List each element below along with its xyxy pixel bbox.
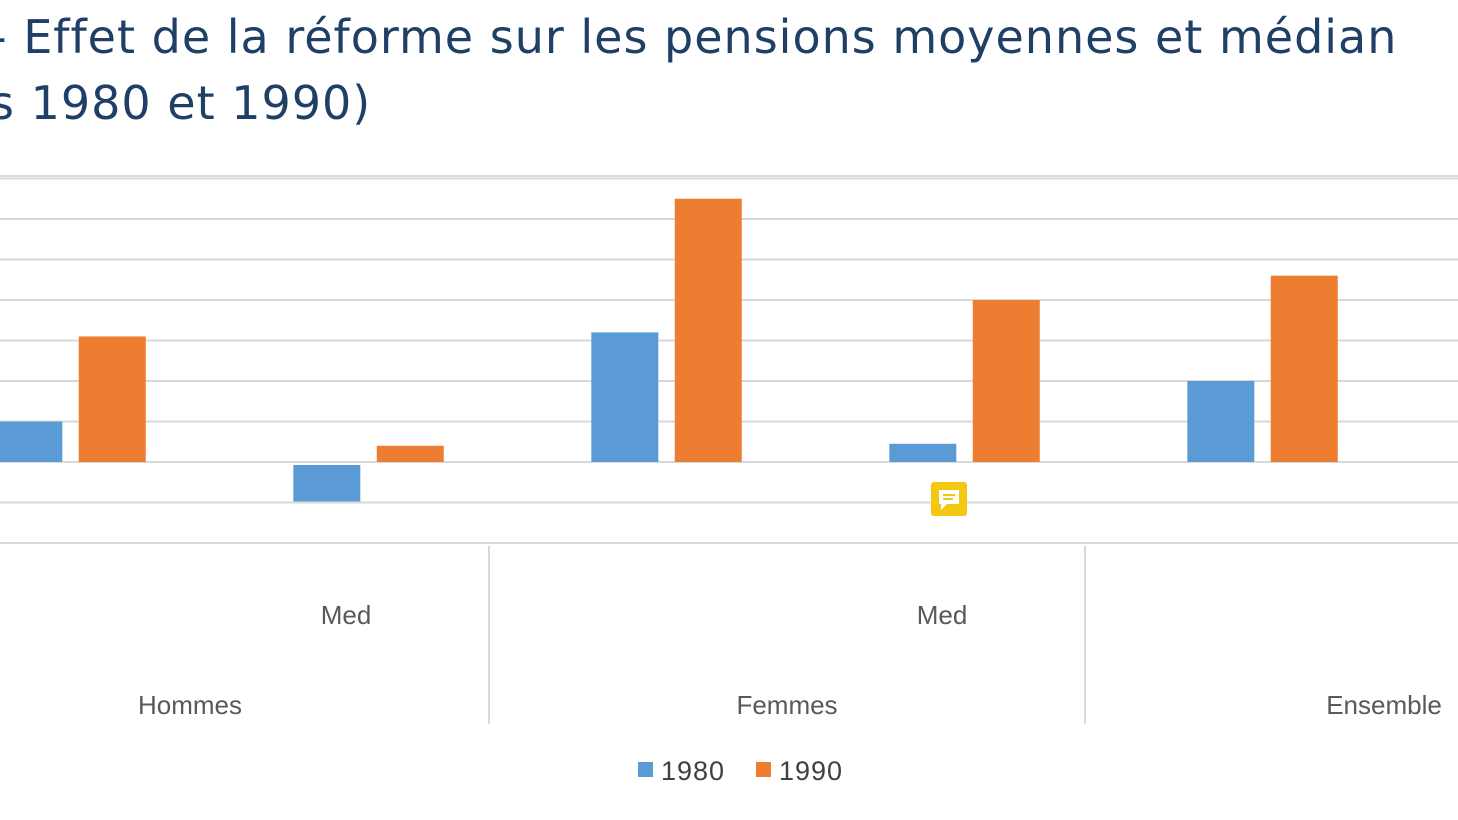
bar-1980-1: [293, 465, 361, 502]
group-label: Ensemble: [1326, 690, 1442, 720]
legend-label-1980: 1980: [661, 756, 725, 786]
bar-1980-0: [0, 421, 63, 462]
chart-title-line-1: - Effet de la réforme sur les pensions m…: [0, 10, 1398, 64]
x-tick-label: Med: [321, 600, 372, 630]
group-label: Femmes: [736, 690, 837, 720]
chart-title-line-2: s 1980 et 1990): [0, 76, 372, 130]
bar-1980-3: [889, 443, 957, 462]
bar-1990-2: [674, 198, 742, 462]
bar-1990-4: [1270, 275, 1338, 462]
legend-swatch-1980: [638, 762, 653, 777]
legend-swatch-1990: [756, 762, 771, 777]
x-tick-label: Med: [917, 600, 968, 630]
bar-1980-2: [591, 332, 659, 462]
bar-1980-4: [1187, 381, 1255, 462]
group-label: Hommes: [138, 690, 242, 720]
legend-label-1990: 1990: [779, 756, 843, 786]
bar-1990-1: [376, 445, 444, 462]
bar-1990-3: [972, 300, 1040, 462]
comment-icon[interactable]: [929, 480, 969, 518]
bar-1990-0: [78, 336, 146, 462]
